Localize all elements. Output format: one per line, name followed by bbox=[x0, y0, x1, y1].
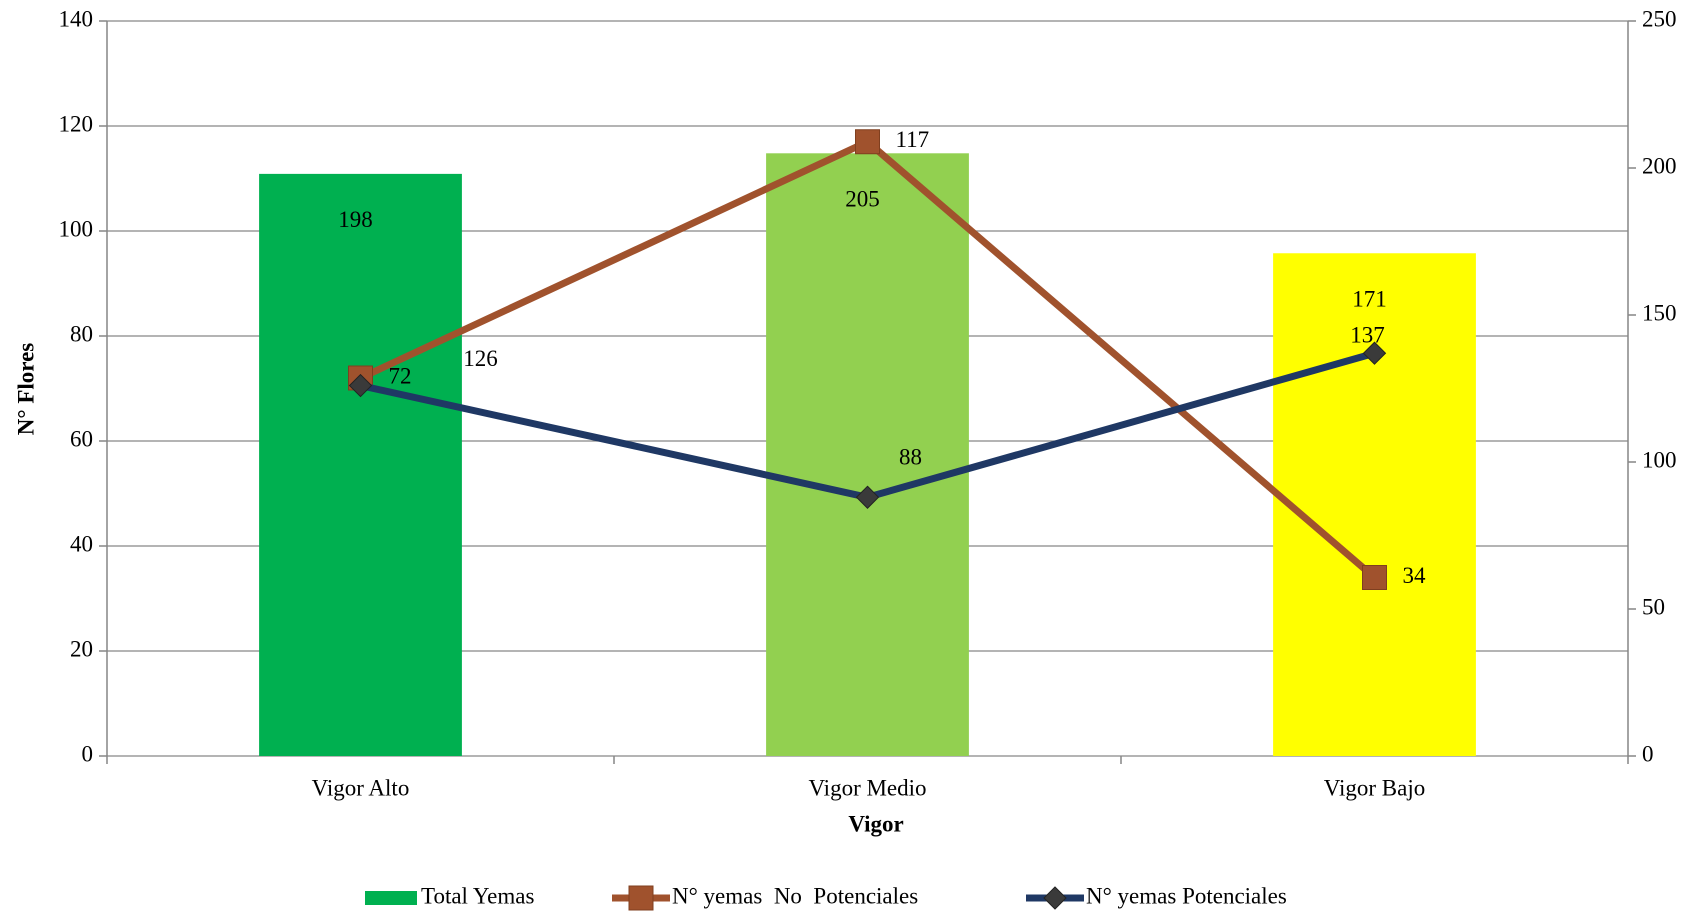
y-tick-label: 80 bbox=[70, 321, 93, 346]
data-label: 117 bbox=[896, 127, 930, 152]
y2-tick-label: 200 bbox=[1642, 153, 1677, 178]
marker bbox=[1362, 565, 1387, 590]
marker bbox=[628, 885, 654, 911]
y2-tick-label: 50 bbox=[1642, 594, 1665, 619]
x-tick-label: Vigor Bajo bbox=[1324, 775, 1425, 800]
marker bbox=[855, 129, 880, 155]
data-label: 34 bbox=[1403, 563, 1427, 588]
y-tick-label: 20 bbox=[70, 636, 93, 661]
y-tick-label: 0 bbox=[82, 741, 94, 766]
y2-tick-label: 0 bbox=[1642, 741, 1654, 766]
marker bbox=[348, 373, 373, 398]
y-tick-label: 140 bbox=[59, 6, 94, 31]
bar bbox=[1273, 253, 1476, 756]
bar bbox=[766, 153, 969, 757]
marker bbox=[855, 485, 880, 509]
legend-label: Total Yemas bbox=[421, 883, 534, 908]
y-tick-label: 40 bbox=[70, 531, 93, 556]
legend-label: N° yemas No Potenciales bbox=[672, 883, 918, 908]
x-tick-label: Vigor Medio bbox=[808, 775, 926, 800]
data-label: 137 bbox=[1350, 323, 1385, 348]
data-label: 198 bbox=[338, 207, 373, 232]
bar bbox=[259, 173, 462, 756]
legend-swatch bbox=[365, 891, 417, 905]
marker bbox=[1043, 886, 1067, 910]
data-label: 171 bbox=[1352, 287, 1387, 312]
y-tick-label: 100 bbox=[59, 216, 94, 241]
y2-tick-label: 100 bbox=[1642, 447, 1677, 472]
x-axis-title: Vigor bbox=[848, 811, 903, 836]
y2-tick-label: 250 bbox=[1642, 6, 1677, 31]
y-axis-title: N° Flores bbox=[13, 343, 38, 435]
data-label: 88 bbox=[899, 445, 922, 470]
data-label: 72 bbox=[389, 363, 412, 388]
y2-tick-label: 150 bbox=[1642, 300, 1677, 325]
marker bbox=[1362, 341, 1387, 365]
data-label: 126 bbox=[463, 346, 498, 371]
legend-label: N° yemas Potenciales bbox=[1086, 883, 1287, 908]
x-tick-label: Vigor Alto bbox=[312, 775, 410, 800]
y-tick-label: 120 bbox=[59, 111, 94, 136]
y-tick-label: 60 bbox=[70, 426, 93, 451]
data-label: 205 bbox=[845, 187, 880, 212]
